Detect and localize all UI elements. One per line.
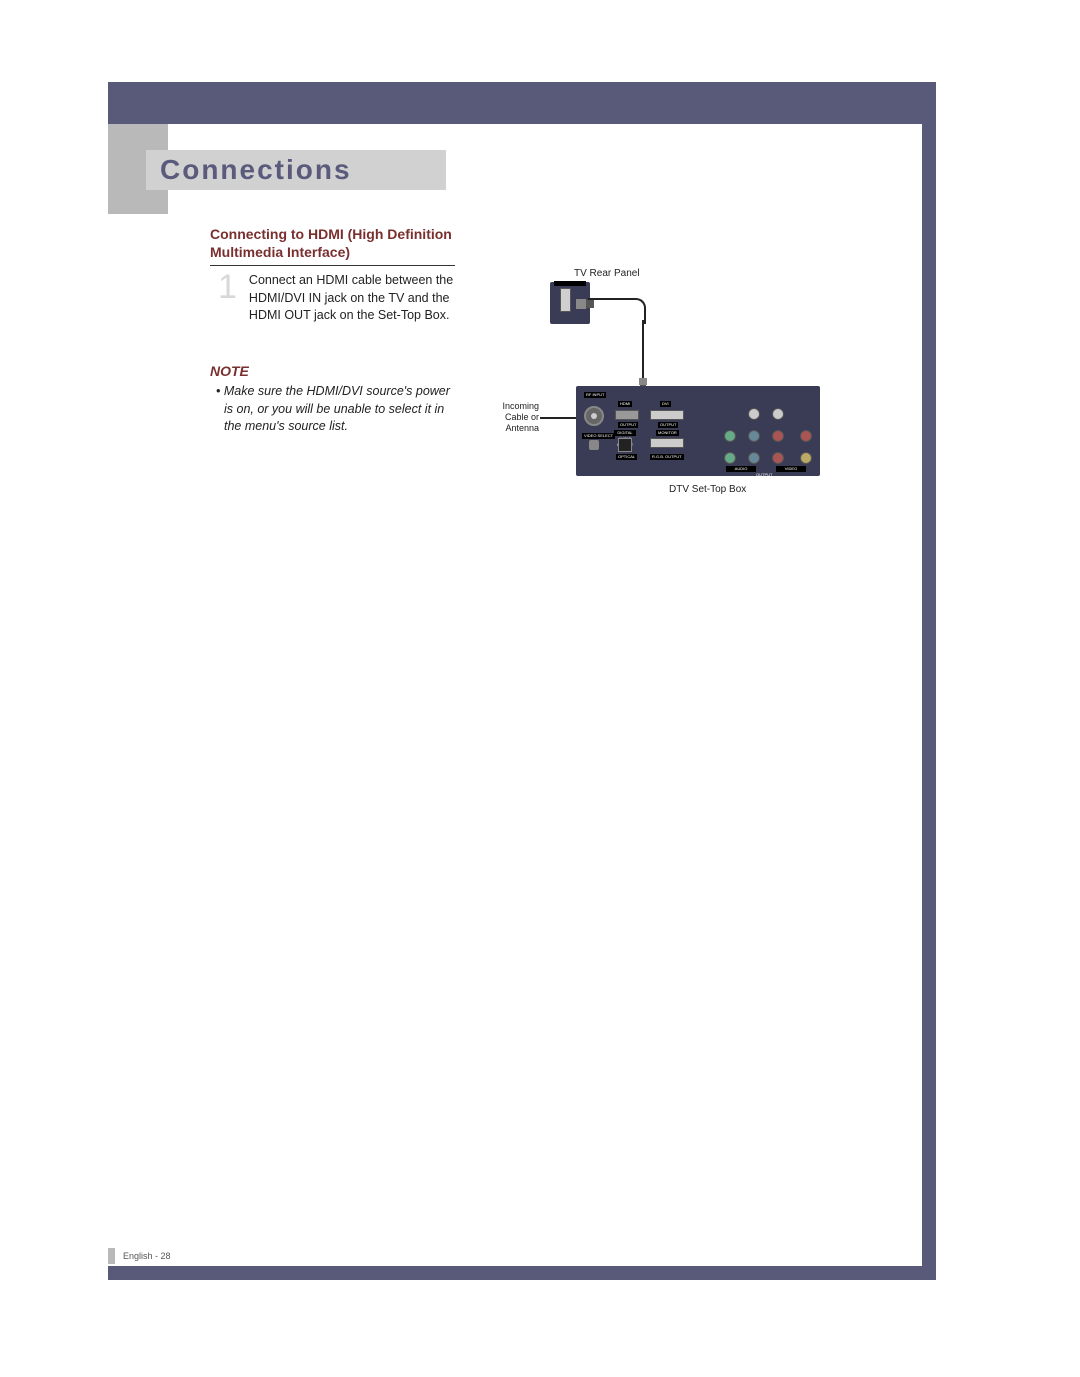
- hdmi-output-label: OUTPUT: [618, 422, 638, 428]
- rgb-output-label: R.G.B. OUTPUT: [650, 454, 684, 460]
- video-select-label: VIDEO SELECT: [582, 433, 615, 439]
- dvi-port-label: DVI: [660, 401, 671, 407]
- component-pb-jack: [748, 430, 760, 442]
- audio-section-label: AUDIO: [726, 466, 756, 472]
- rf-input-label: RF INPUT: [584, 392, 606, 398]
- note-label: NOTE: [210, 363, 450, 379]
- audio-r-jack: [772, 452, 784, 464]
- set-top-box-rear-panel: RF INPUT HDMI OUTPUT DVI OUTPUT VIDEO SE…: [576, 386, 820, 476]
- set-top-box-label: DTV Set-Top Box: [669, 484, 746, 495]
- page-title: Connections: [160, 154, 352, 186]
- section-heading: Connecting to HDMI (High Definition Mult…: [210, 225, 470, 261]
- rf-input-jack: [584, 406, 604, 426]
- note-block: NOTE • Make sure the HDMI/DVI source's p…: [210, 363, 450, 436]
- output-footer-label: OUTPUT: [754, 472, 774, 478]
- hdmi-output-port: [615, 410, 639, 420]
- connection-diagram: TV Rear Panel Incoming Cable or Antenna …: [484, 268, 832, 518]
- component-y-jack: [724, 430, 736, 442]
- footer-text: English - 28: [123, 1251, 171, 1261]
- hdmi-port-label: HDMI: [618, 401, 632, 407]
- svideo-jack: [800, 430, 812, 442]
- hdmi-dvi-in-label: [554, 281, 586, 286]
- video-section-label: VIDEO: [776, 466, 806, 472]
- note-text: • Make sure the HDMI/DVI source's power …: [210, 383, 450, 436]
- optical-output-port: [618, 438, 632, 452]
- footer-tab: [108, 1248, 115, 1264]
- dvi-output-port: [650, 410, 684, 420]
- step-number: 1: [218, 272, 237, 325]
- incoming-cable-label: Incoming Cable or Antenna: [484, 401, 539, 433]
- hdmi-dvi-in-jack: [560, 288, 571, 312]
- digital-audio-label: DIGITAL AUDIO OUTPUT: [614, 430, 636, 436]
- audio-l-jack-top: [772, 408, 784, 420]
- video-select-button: [589, 440, 599, 450]
- page-footer: English - 28: [108, 1247, 228, 1265]
- step-block: 1 Connect an HDMI cable between the HDMI…: [218, 272, 458, 325]
- video-cvbs-jack: [800, 452, 812, 464]
- monitor-output-port: [650, 438, 684, 448]
- dvi-output-label: OUTPUT: [658, 422, 678, 428]
- monitor-label: MONITOR: [656, 430, 679, 436]
- tv-rear-panel-label: TV Rear Panel: [574, 268, 640, 279]
- optical-label: OPTICAL: [616, 454, 637, 460]
- hdmi-cable-line: [642, 320, 644, 382]
- section-rule: [210, 265, 455, 266]
- component-pr-jack: [772, 430, 784, 442]
- header-bar: Connections: [146, 150, 446, 190]
- step-text: Connect an HDMI cable between the HDMI/D…: [249, 272, 458, 325]
- audio-r-jack-top: [748, 408, 760, 420]
- component-pb2-jack: [748, 452, 760, 464]
- component-y2-jack: [724, 452, 736, 464]
